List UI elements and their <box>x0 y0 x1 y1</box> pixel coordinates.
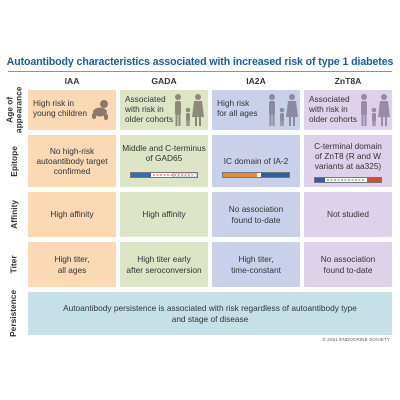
family-icon <box>361 94 390 126</box>
cell-affinity-gada: High affinity <box>120 192 208 237</box>
copyright-notice: © 2021 ENDOCRINE SOCIETY <box>322 337 390 342</box>
figure-title: Autoantibody characteristics associated … <box>6 56 394 68</box>
cell-titer-gada: High titer early after seroconversion <box>120 242 208 287</box>
cell-age-gada: Associated with risk in older cohorts <box>120 90 208 130</box>
family-icon <box>269 94 298 126</box>
baby-icon <box>92 100 108 120</box>
column-header-iaa: IAA <box>64 76 80 86</box>
row-label-epitope: Epitope <box>8 145 19 177</box>
row-label-affinity: Affinity <box>8 200 19 229</box>
cell-epitope-gada: Middle and C-terminus of GAD65 <box>120 135 208 187</box>
title-divider <box>8 71 392 72</box>
row-label-age-of-appearance: Age of appearance <box>4 86 23 134</box>
cell-age-ia2a: High risk for all ages <box>212 90 300 130</box>
row-label-titer: Titer <box>8 255 19 274</box>
znt8-domain-bar <box>314 177 382 183</box>
cell-titer-iaa: High titer, all ages <box>28 242 116 287</box>
row-label-persistence: Persistence <box>8 289 19 338</box>
cell-affinity-iaa: High affinity <box>28 192 116 237</box>
cell-titer-znt8a: No association found to-date <box>304 242 392 287</box>
column-header-gada: GADA <box>151 76 177 86</box>
cell-epitope-ia2a: IC domain of IA-2 <box>212 135 300 187</box>
cell-age-iaa: High risk in young children <box>28 90 116 130</box>
gad65-domain-bar <box>130 172 198 178</box>
cell-affinity-znt8a: Not studied <box>304 192 392 237</box>
cell-persistence: Autoantibody persistence is associated w… <box>28 292 392 335</box>
cell-affinity-ia2a: No association found to-date <box>212 192 300 237</box>
cell-epitope-znt8a: C-terminal domain of ZnT8 (R and W varia… <box>304 135 392 187</box>
cell-age-znt8a: Associated with risk in older cohorts <box>304 90 392 130</box>
ia2-domain-bar <box>222 172 290 178</box>
column-header-znt8a: ZnT8A <box>334 76 362 86</box>
cell-epitope-iaa: No high-risk autoantibody target confirm… <box>28 135 116 187</box>
family-icon <box>175 94 204 126</box>
column-header-ia2a: IA2A <box>246 76 266 86</box>
cell-titer-ia2a: High titer, time-constant <box>212 242 300 287</box>
